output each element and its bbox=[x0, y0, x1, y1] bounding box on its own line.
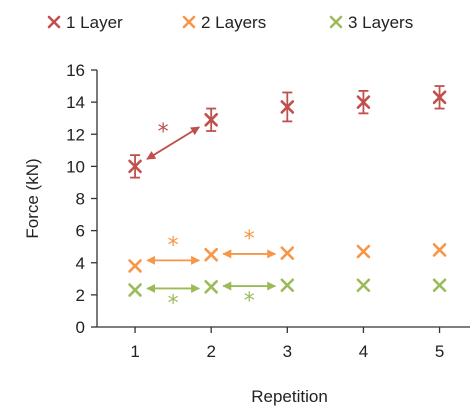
significance-star: * bbox=[158, 120, 169, 145]
y-tick-label: 8 bbox=[76, 190, 85, 209]
significance-star: * bbox=[244, 289, 255, 314]
marker-stroke bbox=[432, 243, 447, 257]
significance-star: * bbox=[244, 227, 255, 252]
y-tick-label: 14 bbox=[66, 93, 85, 112]
data-point bbox=[356, 244, 371, 259]
x-tick-label: 5 bbox=[435, 342, 444, 361]
legend-item: 3 Layers bbox=[329, 13, 413, 32]
significance-arrow: * bbox=[146, 120, 201, 160]
data-point bbox=[356, 278, 371, 293]
marker-stroke bbox=[432, 90, 447, 105]
y-tick-label: 0 bbox=[76, 318, 85, 337]
data-point bbox=[432, 278, 447, 293]
data-point bbox=[128, 283, 142, 297]
y-tick-label: 12 bbox=[66, 125, 85, 144]
marker-stroke bbox=[356, 244, 371, 259]
data-point bbox=[432, 90, 447, 105]
legend-label: 2 Layers bbox=[201, 13, 266, 32]
significance-arrow: * bbox=[222, 281, 277, 314]
data-point bbox=[128, 159, 142, 174]
data-point bbox=[280, 246, 295, 260]
x-tick-label: 4 bbox=[359, 342, 368, 361]
y-tick-label: 16 bbox=[66, 61, 85, 80]
legend: 1 Layer 2 Layers 3 Layers bbox=[47, 13, 413, 32]
marker-stroke bbox=[204, 112, 218, 127]
marker-stroke bbox=[280, 246, 295, 260]
legend-marker bbox=[329, 15, 343, 29]
marker-stroke bbox=[128, 259, 142, 273]
y-axis-title: Force (kN) bbox=[23, 158, 42, 238]
significance-arrow: * bbox=[146, 233, 201, 265]
marker-stroke bbox=[280, 100, 295, 114]
significance-annotations: * * * * * bbox=[146, 120, 277, 316]
marker-stroke bbox=[47, 15, 61, 29]
data-point bbox=[432, 243, 447, 257]
arrow-line bbox=[146, 126, 201, 160]
data-point bbox=[280, 100, 295, 114]
x-tick-label: 2 bbox=[206, 342, 215, 361]
marker-stroke bbox=[182, 15, 196, 29]
data-point bbox=[204, 280, 218, 294]
marker-stroke bbox=[280, 278, 295, 293]
marker-stroke bbox=[204, 247, 218, 262]
legend-label: 1 Layer bbox=[66, 13, 123, 32]
marker-stroke bbox=[432, 278, 447, 293]
marker-stroke bbox=[204, 280, 218, 294]
legend-item: 1 Layer bbox=[47, 13, 123, 32]
data-point bbox=[128, 259, 142, 273]
y-tick-label: 4 bbox=[76, 254, 85, 273]
marker-stroke bbox=[329, 15, 343, 29]
significance-arrow: * bbox=[146, 283, 201, 316]
data-marks bbox=[128, 85, 447, 297]
legend-marker bbox=[182, 15, 196, 29]
data-point bbox=[280, 278, 295, 293]
x-tick-label: 1 bbox=[130, 342, 139, 361]
marker-stroke bbox=[128, 283, 142, 297]
significance-arrow: * bbox=[222, 227, 277, 259]
data-point bbox=[356, 95, 371, 109]
marker-stroke bbox=[356, 95, 371, 109]
data-point bbox=[204, 247, 218, 262]
marker-stroke bbox=[128, 159, 142, 174]
y-tick-label: 6 bbox=[76, 222, 85, 241]
x-axis-title: Repetition bbox=[251, 387, 328, 406]
significance-star: * bbox=[168, 291, 179, 316]
legend-item: 2 Layers bbox=[182, 13, 266, 32]
significance-star: * bbox=[168, 233, 179, 258]
legend-label: 3 Layers bbox=[348, 13, 413, 32]
legend-marker bbox=[47, 15, 61, 29]
y-tick-label: 2 bbox=[76, 286, 85, 305]
x-tick-label: 3 bbox=[283, 342, 292, 361]
y-tick-label: 10 bbox=[66, 157, 85, 176]
marker-stroke bbox=[356, 278, 371, 293]
data-point bbox=[204, 112, 218, 127]
